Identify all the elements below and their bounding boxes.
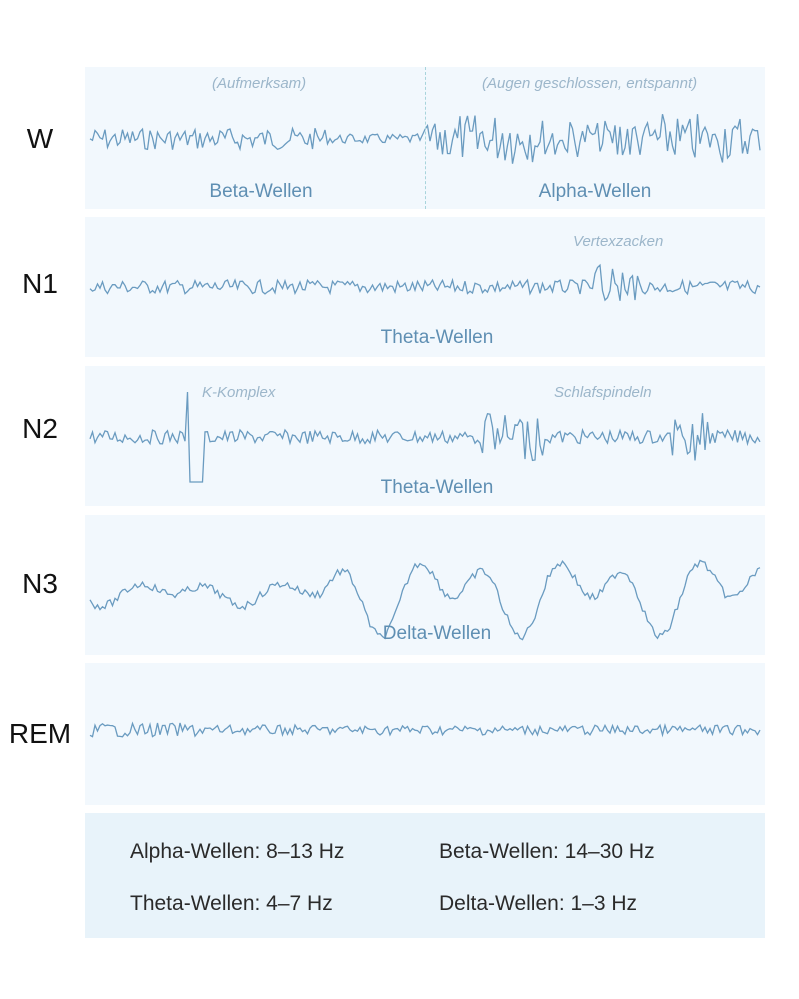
eeg-waveform-n2 xyxy=(89,391,761,483)
note-aufmerksam: (Aufmerksam) xyxy=(212,75,307,92)
legend-delta: Delta-Wellen: 1–3 Hz xyxy=(439,892,638,915)
stage-label-w: W xyxy=(26,123,54,154)
eeg-waveform-rem xyxy=(89,721,761,738)
panel-n2: K-Komplex Schlafspindeln Theta-Wellen xyxy=(85,366,765,506)
wave-label-theta: Theta-Wellen xyxy=(380,327,494,348)
stage-label-n2: N2 xyxy=(22,413,58,444)
wave-label-alpha: Alpha-Wellen xyxy=(538,181,652,202)
note-k-komplex: K-Komplex xyxy=(202,384,276,401)
legend-alpha: Alpha-Wellen: 8–13 Hz xyxy=(130,840,345,863)
stage-label-rem: REM xyxy=(8,718,72,749)
stage-label-n3: N3 xyxy=(22,568,58,599)
wave-label-theta: Theta-Wellen xyxy=(380,477,494,498)
note-schlafspindeln: Schlafspindeln xyxy=(554,384,652,401)
eeg-waveform-n1 xyxy=(89,263,761,302)
stage-label-n1: N1 xyxy=(22,268,58,299)
note-vertexzacken: Vertexzacken xyxy=(573,233,664,250)
wave-label-beta: Beta-Wellen xyxy=(209,181,313,202)
frequency-legend: Alpha-Wellen: 8–13 Hz Beta-Wellen: 14–30… xyxy=(85,813,765,938)
panel-n1: Vertexzacken Theta-Wellen xyxy=(85,217,765,357)
wave-label-delta: Delta-Wellen xyxy=(382,623,492,644)
panel-n3: Delta-Wellen xyxy=(85,515,765,655)
panel-rem xyxy=(85,663,765,805)
legend-theta: Theta-Wellen: 4–7 Hz xyxy=(130,892,333,915)
eeg-waveform-n3 xyxy=(89,559,761,641)
stage-divider xyxy=(425,67,426,209)
panel-w: (Aufmerksam) (Augen geschlossen, entspan… xyxy=(85,67,765,209)
note-augen-geschlossen: (Augen geschlossen, entspannt) xyxy=(482,75,698,92)
legend-beta: Beta-Wellen: 14–30 Hz xyxy=(439,840,655,863)
